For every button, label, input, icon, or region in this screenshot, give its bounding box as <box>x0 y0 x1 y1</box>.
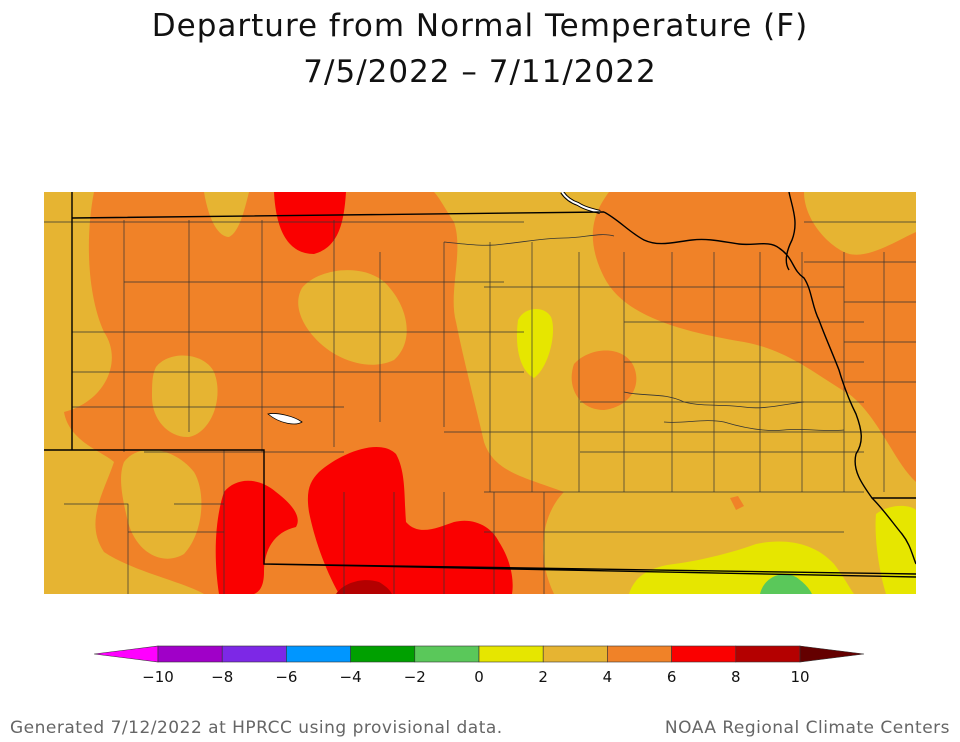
colorbar-high-arrow <box>799 645 865 663</box>
anomaly-2-4-northeast-region <box>804 192 916 255</box>
colorbar-ticks: −10 −8 −6 −4 −2 0 2 4 6 8 10 <box>142 668 809 686</box>
river-northeast-inner <box>561 192 601 213</box>
colorbar-segments <box>157 645 801 663</box>
anomaly-2-4-southwest-blob <box>121 449 202 559</box>
anomaly-m2-0-blob <box>760 574 812 594</box>
tick-label: −8 <box>211 668 233 686</box>
temperature-departure-map <box>44 192 916 594</box>
tick-label: −10 <box>142 668 174 686</box>
anomaly-4-6-east-blob <box>571 350 637 410</box>
county-boundaries <box>44 192 916 594</box>
tick-label: −6 <box>275 668 297 686</box>
anomaly-2-4-north-top-blob <box>204 192 249 237</box>
anomaly-0-2-east-edge-region <box>875 505 916 594</box>
tick-label: 4 <box>603 668 613 686</box>
tick-label: −2 <box>404 668 426 686</box>
anomaly-2-4-central-east-region <box>434 192 916 594</box>
colorbar-segment <box>286 645 351 663</box>
colorbar-low-arrow <box>94 645 159 663</box>
map-title: Departure from Normal Temperature (F) <box>151 8 809 44</box>
state-boundaries <box>44 192 916 578</box>
anomaly-2-4-central-west-blob <box>152 355 218 438</box>
generated-note: Generated 7/12/2022 at HPRCC using provi… <box>10 718 503 738</box>
colorbar-segment <box>671 645 737 663</box>
rivers <box>443 234 845 431</box>
colorbar-segment <box>735 645 801 663</box>
tick-label: 0 <box>474 668 484 686</box>
tick-label: 8 <box>731 668 741 686</box>
colorbar-segment <box>350 645 416 663</box>
colorbar-segment <box>542 645 608 663</box>
anomaly-0-2-central-blob <box>516 309 554 378</box>
anomaly-2-4-north-central-blob <box>298 270 407 365</box>
tick-label: 6 <box>667 668 677 686</box>
colorbar-segment <box>478 645 544 663</box>
anomaly-4-6-east-dot <box>730 496 744 510</box>
date-range: 7/5/2022 – 7/11/2022 <box>303 54 657 90</box>
tick-label: 2 <box>538 668 548 686</box>
lake <box>267 413 303 425</box>
colorbar-segment <box>607 645 672 663</box>
anomaly-8-10-blob <box>336 580 392 594</box>
colorbar-segment <box>221 645 287 663</box>
anomaly-6-8-north-blob <box>274 192 346 254</box>
colorbar-segment <box>157 645 223 663</box>
tick-label: 10 <box>790 668 809 686</box>
color-legend: −10 −8 −6 −4 −2 0 2 4 6 8 10 <box>94 645 865 686</box>
source-credit: NOAA Regional Climate Centers <box>664 718 950 738</box>
anomaly-2-4-west-region <box>44 192 204 594</box>
anomaly-6-8-south-central-region <box>307 446 513 594</box>
colorbar-segment <box>414 645 480 663</box>
tick-label: −4 <box>340 668 362 686</box>
anomaly-6-8-southwest-blob <box>215 480 298 594</box>
